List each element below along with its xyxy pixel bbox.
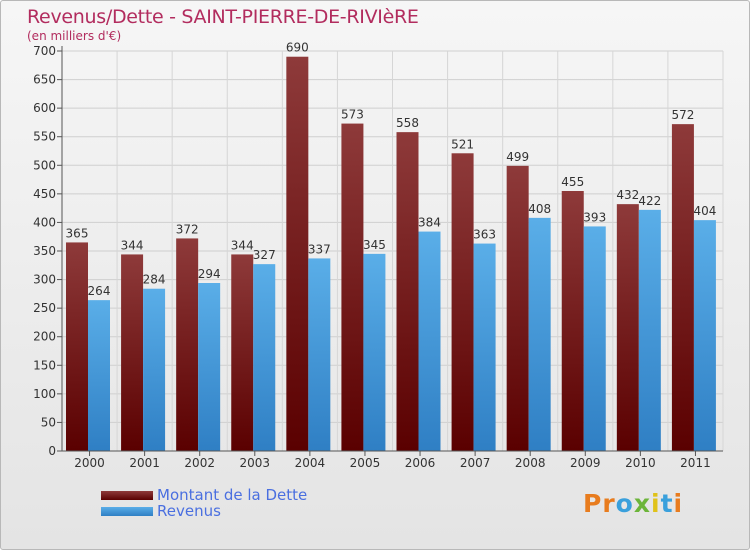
data-label-debt: 455 bbox=[561, 175, 584, 189]
x-tick-label: 2002 bbox=[184, 456, 215, 470]
data-label-debt: 372 bbox=[176, 222, 199, 236]
bar-debt bbox=[341, 123, 364, 452]
bar-debt bbox=[231, 254, 254, 451]
y-tick-label: 600 bbox=[33, 101, 56, 115]
logo-letter: i bbox=[651, 489, 661, 518]
bar-revenue bbox=[253, 264, 276, 451]
legend-item-revenue: Revenus bbox=[101, 502, 307, 520]
x-tick-label: 2006 bbox=[405, 456, 436, 470]
data-label-revenue: 363 bbox=[473, 228, 496, 242]
data-label-debt: 344 bbox=[231, 238, 254, 252]
bar-debt bbox=[561, 191, 584, 451]
y-tick-label: 700 bbox=[33, 44, 56, 58]
bar-revenue bbox=[418, 231, 441, 451]
bar-revenue bbox=[473, 243, 496, 451]
y-tick-label: 550 bbox=[33, 130, 56, 144]
bar-debt bbox=[396, 132, 419, 451]
bar-debt bbox=[176, 238, 199, 451]
y-tick-label: 250 bbox=[33, 301, 56, 315]
chart-subtitle: (en milliers d'€) bbox=[27, 29, 122, 43]
bar-debt bbox=[451, 153, 474, 452]
data-label-revenue: 327 bbox=[253, 248, 276, 262]
x-tick-label: 2010 bbox=[625, 456, 656, 470]
logo-letter: t bbox=[660, 489, 674, 518]
bar-revenue bbox=[308, 258, 331, 451]
bar-debt bbox=[121, 254, 144, 451]
data-label-revenue: 284 bbox=[143, 273, 166, 287]
logo-letter: x bbox=[633, 489, 651, 518]
y-tick-label: 500 bbox=[33, 158, 56, 172]
legend-item-debt: Montant de la Dette bbox=[101, 486, 308, 504]
data-label-revenue: 384 bbox=[418, 216, 441, 230]
logo-letter: r bbox=[602, 489, 616, 518]
x-tick-label: 2000 bbox=[74, 456, 105, 470]
x-tick-label: 2001 bbox=[129, 456, 160, 470]
data-label-debt: 344 bbox=[121, 238, 144, 252]
legend-label-debt: Montant de la Dette bbox=[157, 486, 308, 504]
data-label-revenue: 408 bbox=[528, 202, 551, 216]
bar-revenue bbox=[88, 300, 110, 451]
logo-letter: o bbox=[615, 489, 634, 518]
y-tick-label: 650 bbox=[33, 73, 56, 87]
data-label-revenue: 345 bbox=[363, 238, 386, 252]
x-tick-label: 2008 bbox=[515, 456, 546, 470]
legend-swatch-revenue bbox=[101, 506, 153, 516]
legend-label-revenue: Revenus bbox=[157, 502, 221, 520]
data-label-debt: 365 bbox=[66, 226, 89, 240]
x-tick-label: 2011 bbox=[680, 456, 711, 470]
logo-letter: P bbox=[583, 489, 603, 518]
logo-letter: i bbox=[673, 489, 684, 518]
y-tick-label: 350 bbox=[33, 244, 56, 258]
bar-debt bbox=[616, 204, 639, 451]
y-tick-label: 150 bbox=[33, 358, 56, 372]
bar-debt bbox=[66, 242, 88, 451]
data-label-debt: 521 bbox=[451, 137, 474, 151]
legend-swatch-debt bbox=[101, 490, 153, 500]
bar-revenue bbox=[638, 209, 661, 451]
x-tick-label: 2004 bbox=[295, 456, 326, 470]
bar-revenue bbox=[693, 220, 716, 451]
x-tick-label: 2003 bbox=[240, 456, 271, 470]
data-label-debt: 572 bbox=[671, 108, 694, 122]
x-tick-label: 2007 bbox=[460, 456, 491, 470]
data-label-revenue: 404 bbox=[693, 204, 716, 218]
data-label-revenue: 422 bbox=[638, 194, 661, 208]
proxiti-logo: Proxiti bbox=[583, 489, 683, 518]
chart-legend: Montant de la Dette Revenus bbox=[101, 486, 308, 520]
data-label-revenue: 393 bbox=[583, 210, 606, 224]
bar-debt bbox=[286, 56, 309, 451]
y-tick-label: 200 bbox=[33, 330, 56, 344]
data-label-revenue: 264 bbox=[88, 284, 111, 298]
bar-revenue bbox=[528, 217, 551, 451]
y-tick-label: 450 bbox=[33, 187, 56, 201]
y-tick-label: 50 bbox=[41, 415, 56, 429]
data-label-debt: 573 bbox=[341, 108, 364, 122]
y-tick-label: 300 bbox=[33, 273, 56, 287]
data-label-revenue: 294 bbox=[198, 267, 221, 281]
data-label-revenue: 337 bbox=[308, 242, 331, 256]
bar-revenue bbox=[143, 288, 166, 451]
bar-revenue bbox=[363, 253, 386, 451]
bar-debt bbox=[506, 165, 529, 451]
y-tick-label: 0 bbox=[48, 444, 56, 458]
y-tick-label: 100 bbox=[33, 387, 56, 401]
x-tick-label: 2009 bbox=[570, 456, 601, 470]
chart-title: Revenus/Dette - SAINT-PIERRE-DE-RIVIèRE bbox=[27, 6, 419, 28]
data-label-debt: 690 bbox=[286, 41, 309, 55]
y-tick-label: 400 bbox=[33, 215, 56, 229]
data-label-debt: 499 bbox=[506, 150, 529, 164]
bar-revenue bbox=[583, 226, 606, 451]
x-tick-label: 2005 bbox=[350, 456, 381, 470]
data-label-debt: 558 bbox=[396, 116, 419, 130]
bar-debt bbox=[671, 124, 694, 452]
bar-revenue bbox=[198, 283, 221, 451]
data-label-debt: 432 bbox=[616, 188, 639, 202]
